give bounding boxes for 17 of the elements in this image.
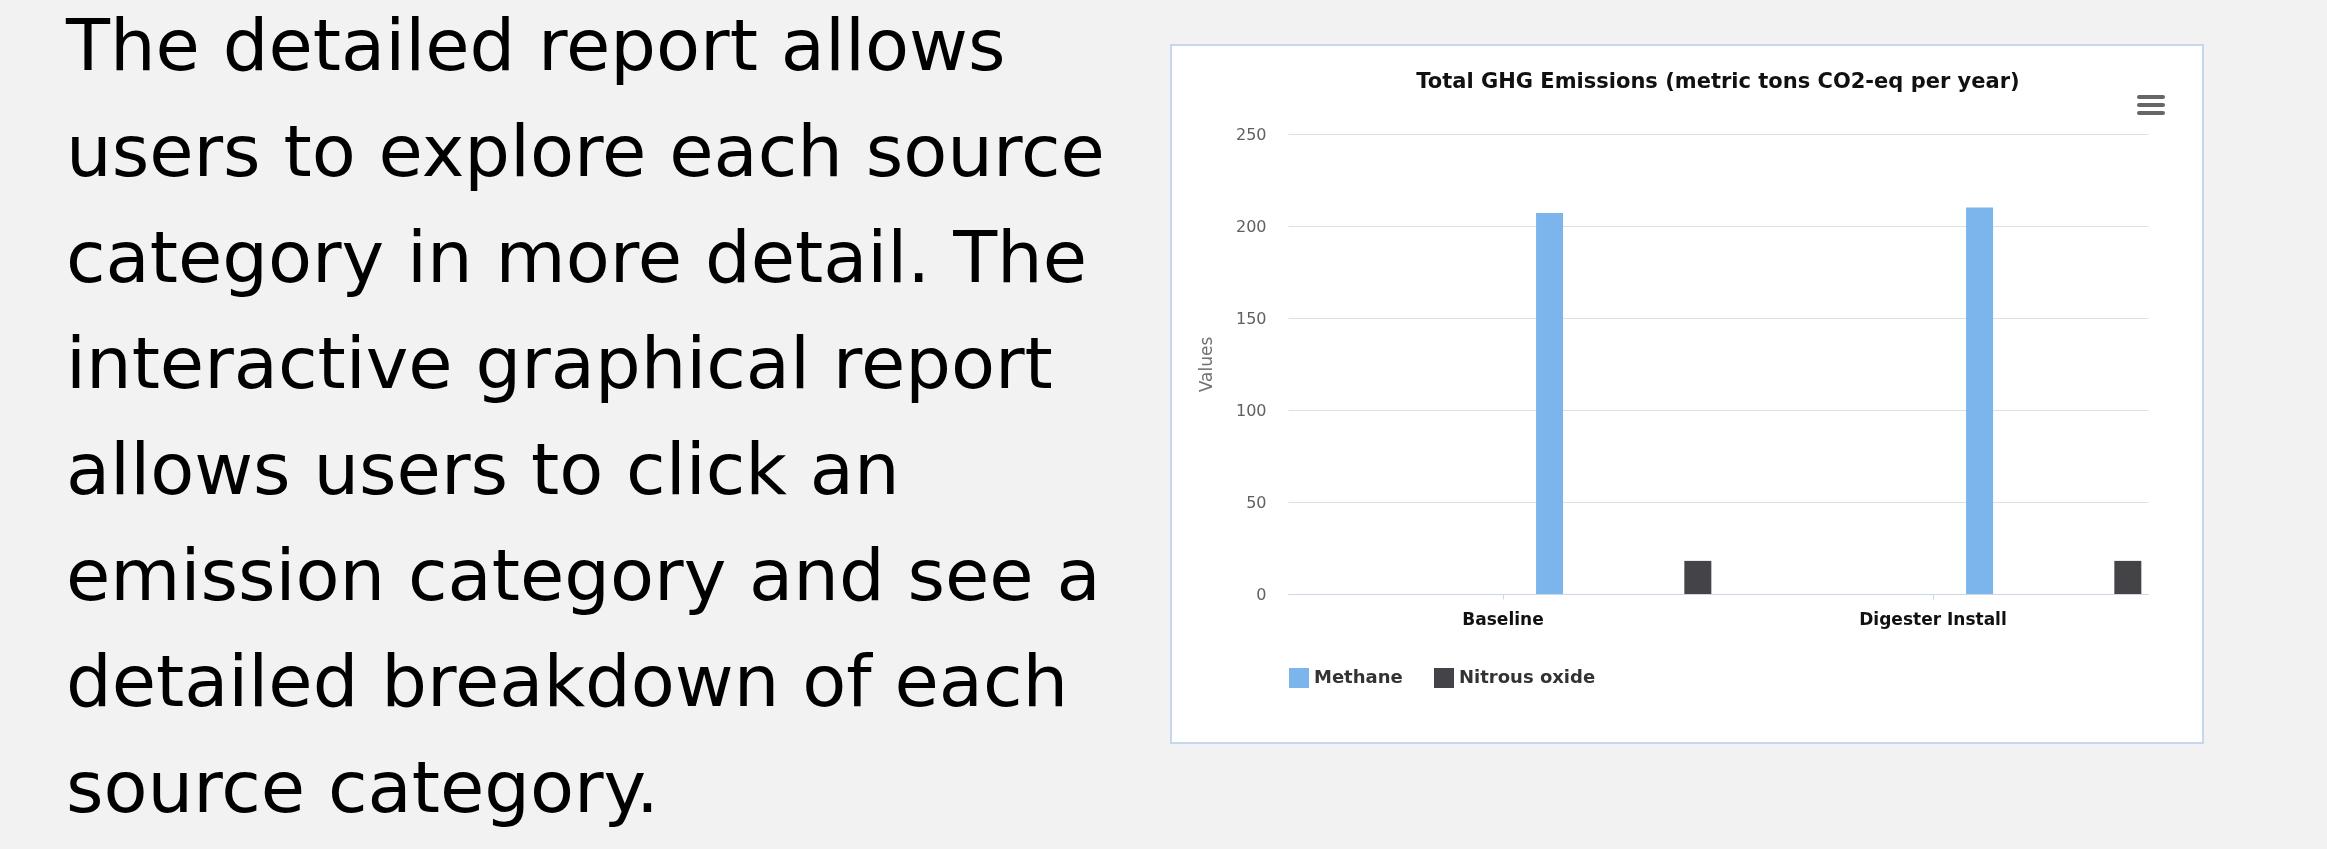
y-tick-label: 250	[1235, 124, 1267, 144]
y-tick-label: 50	[1246, 492, 1267, 512]
bar	[1536, 213, 1564, 594]
text: The detailed report allows users to explore each source category in more detail. The interactive graphical report allows users to click an emission category and see a detailed breakdown of each source category.	[66, 2, 1106, 831]
legend-label: Methane	[1314, 666, 1403, 687]
bar	[2114, 560, 2142, 594]
y-tick-label: 100	[1235, 400, 1267, 420]
legend-label: Nitrous oxide	[1459, 666, 1596, 687]
chart-title: Total GHG Emissions (metric tons CO2-eq per year)	[1416, 69, 2020, 93]
y-axis-title: Values	[1195, 336, 1216, 393]
x-tick-label: Baseline	[1462, 608, 1544, 629]
y-tick-label: 200	[1235, 216, 1267, 236]
x-tick-label: Digester Install	[1859, 608, 2007, 629]
y-tick-label: 0	[1256, 584, 1267, 604]
bar	[1966, 207, 1994, 594]
bar	[1684, 560, 1712, 594]
y-tick-label: 150	[1235, 308, 1267, 328]
